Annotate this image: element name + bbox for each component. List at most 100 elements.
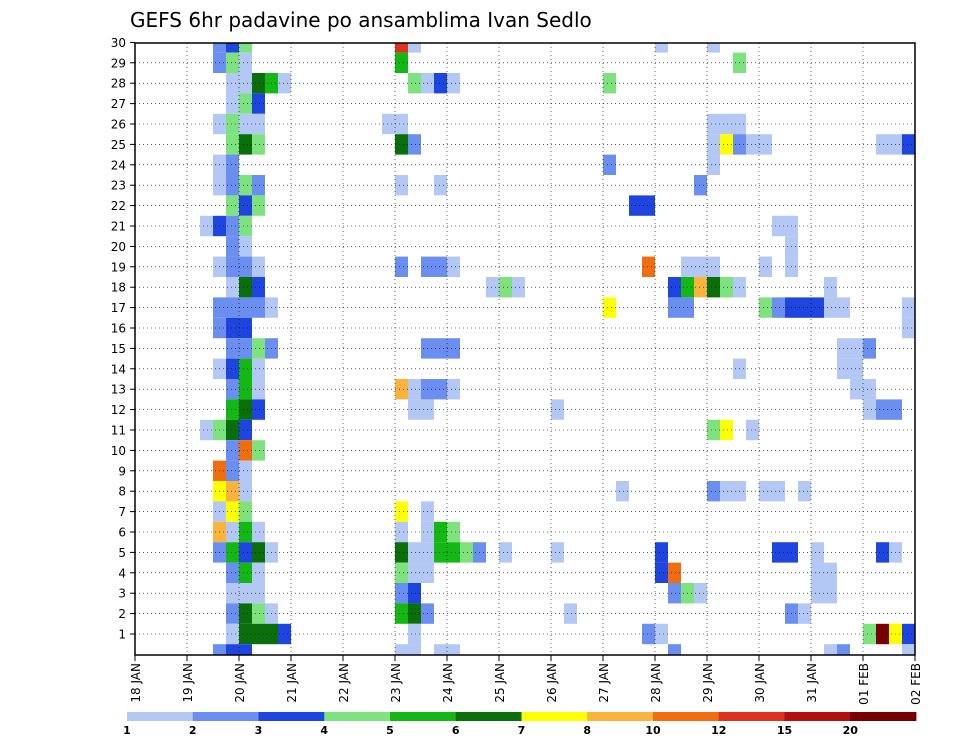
colorbar-label: 6: [452, 724, 460, 737]
heatmap-cell: [395, 113, 408, 135]
heatmap-cell: [772, 297, 785, 318]
heatmap-cell: [226, 481, 239, 502]
heatmap-cell: [720, 134, 733, 155]
heatmap-cell: [200, 215, 213, 237]
y-tick-label: 27: [111, 97, 126, 111]
colorbar-label: 10: [645, 724, 661, 737]
heatmap-cell: [642, 195, 655, 216]
heatmap-cell: [902, 317, 915, 339]
heatmap-cell: [200, 419, 213, 441]
heatmap-cell: [278, 623, 291, 645]
heatmap-cell: [811, 297, 824, 318]
heatmap-cell: [707, 154, 720, 175]
colorbar-label: 2: [189, 724, 197, 737]
heatmap-cell: [395, 521, 408, 543]
heatmap-cell: [226, 277, 239, 298]
heatmap-cell: [603, 297, 616, 318]
heatmap-cell: [499, 542, 512, 563]
heatmap-cell: [239, 73, 252, 94]
heatmap-cell: [408, 583, 421, 604]
heatmap-cell: [746, 134, 759, 155]
y-tick-label: 21: [111, 220, 126, 234]
heatmap-cell: [434, 521, 447, 543]
heatmap-cell: [252, 521, 265, 543]
y-tick-label: 13: [111, 383, 126, 397]
heatmap-cell: [408, 623, 421, 645]
heatmap-cell: [447, 521, 460, 543]
colorbar-label: 20: [843, 724, 859, 737]
heatmap-cell: [226, 419, 239, 441]
heatmap-cell: [226, 154, 239, 175]
heatmap-cell: [395, 256, 408, 277]
heatmap-cell: [499, 277, 512, 298]
y-tick-label: 17: [111, 301, 126, 315]
heatmap-cell: [226, 195, 239, 216]
heatmap-cell: [252, 379, 265, 400]
heatmap-cell: [902, 623, 915, 645]
heatmap-cell: [226, 521, 239, 543]
heatmap-cell: [226, 603, 239, 624]
heatmap-cell: [252, 583, 265, 604]
heatmap-cell: [850, 338, 863, 359]
heatmap-cell: [720, 277, 733, 298]
heatmap-cell: [408, 43, 421, 53]
x-tick-label: 30 JAN: [753, 663, 767, 703]
colorbar-label: 12: [711, 724, 726, 737]
heatmap-cell: [759, 134, 772, 155]
heatmap-cell: [239, 603, 252, 624]
heatmap-cell: [772, 542, 785, 563]
heatmap-cell: [395, 501, 408, 522]
heatmap-cell: [239, 644, 252, 655]
heatmap-cell: [902, 297, 915, 318]
heatmap-cell: [408, 562, 421, 583]
heatmap-cell: [707, 43, 720, 53]
colorbar-label: 8: [583, 724, 591, 737]
heatmap-cell: [226, 93, 239, 114]
y-tick-label: 28: [111, 77, 126, 91]
heatmap-cell: [278, 73, 291, 94]
heatmap-cell: [252, 73, 265, 94]
heatmap-cell: [707, 419, 720, 441]
heatmap-cell: [226, 175, 239, 196]
heatmap-cell: [239, 195, 252, 216]
colorbar-segment: [587, 712, 654, 721]
heatmap-cell: [759, 481, 772, 502]
heatmap-cell: [863, 379, 876, 400]
heatmap-cell: [902, 134, 915, 155]
colorbar-label: 7: [518, 724, 526, 737]
colorbar-label: 3: [255, 724, 263, 737]
heatmap-cell: [395, 134, 408, 155]
heatmap-cell: [226, 440, 239, 461]
heatmap-cell: [226, 338, 239, 359]
heatmap-cell: [447, 542, 460, 563]
x-tick-label: 23 JAN: [389, 663, 403, 703]
y-axis-ticks: 1234567891011121314151617181920212223242…: [111, 36, 135, 642]
heatmap-cell: [395, 644, 408, 655]
y-tick-label: 22: [111, 199, 126, 213]
heatmap-cell: [226, 236, 239, 257]
heatmap-cell: [395, 52, 408, 73]
heatmap-cell: [239, 623, 252, 645]
y-tick-label: 9: [118, 464, 126, 478]
heatmap-cell: [226, 501, 239, 522]
y-tick-label: 16: [111, 322, 126, 336]
heatmap-cell: [655, 623, 668, 645]
heatmap-cell: [707, 481, 720, 502]
heatmap-cell: [876, 542, 889, 563]
x-tick-label: 29 JAN: [701, 663, 715, 703]
y-tick-label: 19: [111, 260, 126, 274]
heatmap-cell: [707, 113, 720, 135]
heatmap-cell: [603, 154, 616, 175]
colorbar-label: 4: [320, 724, 328, 737]
heatmap-cell: [655, 43, 668, 53]
heatmap-cell: [239, 419, 252, 441]
heatmap-cell: [434, 379, 447, 400]
heatmap-cell: [512, 277, 525, 298]
heatmap-cell: [551, 399, 564, 420]
y-tick-label: 24: [111, 158, 126, 172]
heatmap-cell: [252, 277, 265, 298]
heatmap-cell: [252, 440, 265, 461]
heatmap-cell: [239, 542, 252, 563]
heatmap-cell: [707, 256, 720, 277]
